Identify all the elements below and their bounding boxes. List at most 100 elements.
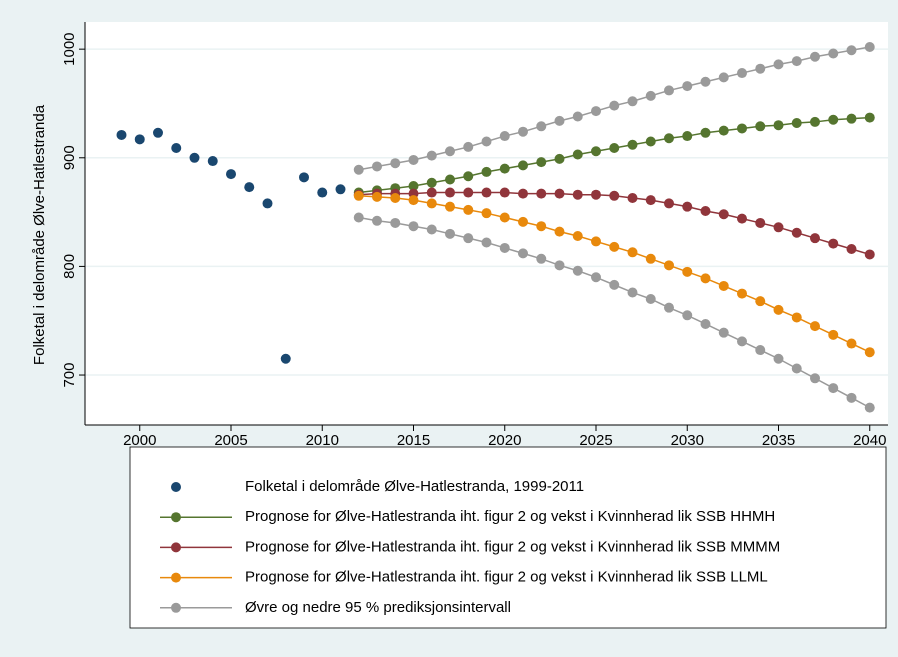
legend-label: Folketal i delområde Ølve-Hatlestranda, … xyxy=(245,478,584,495)
data-point xyxy=(372,191,382,202)
data-point xyxy=(700,127,711,138)
data-point xyxy=(609,100,620,111)
data-point xyxy=(864,112,875,123)
data-point xyxy=(700,206,711,217)
data-point xyxy=(116,129,127,140)
data-point xyxy=(755,63,766,74)
data-point xyxy=(755,296,766,307)
data-point xyxy=(718,72,729,83)
data-point xyxy=(353,212,364,223)
data-point xyxy=(718,327,729,338)
data-point xyxy=(864,249,875,260)
data-point xyxy=(518,188,528,199)
data-point xyxy=(134,134,145,145)
data-point xyxy=(791,312,802,323)
data-point xyxy=(828,114,839,125)
data-point xyxy=(591,106,601,117)
legend xyxy=(129,446,887,629)
legend-label: Prognose for Ølve-Hatlestranda iht. figu… xyxy=(245,508,775,525)
data-point xyxy=(463,171,474,182)
legend-label: Øvre og nedre 95 % prediksjonsintervall xyxy=(245,599,511,616)
data-point xyxy=(846,45,857,56)
data-point xyxy=(810,116,820,127)
data-point xyxy=(609,241,620,252)
data-point xyxy=(426,187,437,198)
data-point xyxy=(828,329,839,340)
data-point xyxy=(317,187,328,198)
data-point xyxy=(755,217,766,228)
data-point xyxy=(481,237,492,248)
data-point xyxy=(664,260,674,271)
data-point xyxy=(280,353,291,364)
data-point xyxy=(627,287,638,298)
data-point xyxy=(700,273,711,284)
data-point xyxy=(481,208,492,219)
y-axis-title: Folketal i delområde Ølve-Hatlestranda xyxy=(31,104,48,365)
data-point xyxy=(645,293,656,304)
data-point xyxy=(153,127,163,138)
data-point xyxy=(445,174,455,185)
legend-marker xyxy=(171,482,181,492)
data-point xyxy=(499,131,510,142)
data-point xyxy=(627,247,638,258)
data-point xyxy=(773,304,784,315)
data-point xyxy=(828,238,839,249)
data-point xyxy=(390,217,401,228)
data-point xyxy=(718,125,729,136)
data-point xyxy=(554,115,565,126)
legend-marker xyxy=(171,572,181,583)
data-point xyxy=(499,163,510,174)
data-point xyxy=(718,280,729,291)
data-point xyxy=(737,213,747,224)
data-point xyxy=(554,153,565,164)
data-point xyxy=(408,195,419,206)
data-point xyxy=(426,177,437,188)
data-point xyxy=(609,143,620,154)
data-point xyxy=(645,90,656,101)
data-point xyxy=(627,139,638,150)
data-point xyxy=(390,158,401,169)
data-point xyxy=(445,146,455,157)
data-point xyxy=(518,248,528,259)
data-point xyxy=(718,209,729,220)
data-point xyxy=(518,160,528,171)
data-point xyxy=(499,212,510,223)
data-point xyxy=(664,198,674,209)
data-point xyxy=(372,215,382,226)
data-point xyxy=(645,253,656,264)
legend-marker xyxy=(171,542,181,553)
data-point xyxy=(791,118,802,129)
data-point xyxy=(664,133,674,144)
data-point xyxy=(864,347,875,358)
data-point xyxy=(353,164,364,175)
x-tick-label: 2030 xyxy=(671,432,704,449)
data-point xyxy=(846,113,857,124)
y-tick-label: 900 xyxy=(61,145,78,170)
data-point xyxy=(737,336,747,347)
data-point xyxy=(682,266,693,277)
data-point xyxy=(536,157,547,168)
data-point xyxy=(700,76,711,87)
data-point xyxy=(664,302,674,313)
data-point xyxy=(846,244,857,255)
data-point xyxy=(207,156,218,167)
data-point xyxy=(682,81,693,92)
data-point xyxy=(408,154,419,165)
y-tick-label: 800 xyxy=(61,254,78,279)
data-point xyxy=(408,181,419,192)
data-point xyxy=(664,85,674,96)
data-point xyxy=(426,198,437,209)
data-point xyxy=(353,190,364,201)
data-point xyxy=(591,272,601,283)
data-point xyxy=(481,166,492,177)
data-point xyxy=(755,345,766,356)
data-point xyxy=(864,41,875,52)
x-tick-label: 2010 xyxy=(306,432,339,449)
data-point xyxy=(481,187,492,198)
data-point xyxy=(299,172,309,183)
data-point xyxy=(682,201,693,212)
x-tick-label: 2005 xyxy=(214,432,247,449)
x-tick-label: 2020 xyxy=(488,432,521,449)
data-point xyxy=(518,126,528,137)
